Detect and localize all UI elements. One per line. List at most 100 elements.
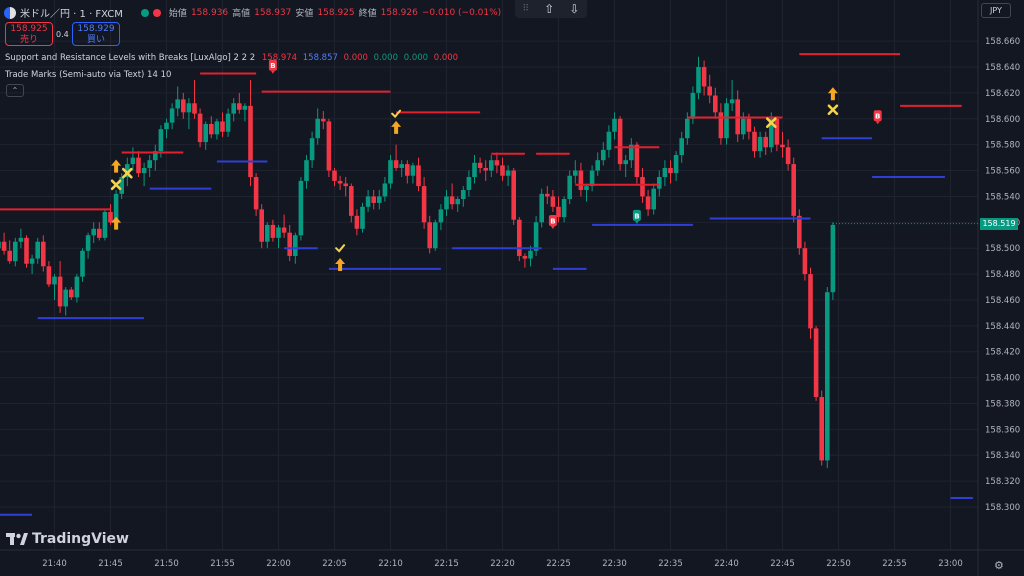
symbol-legend: 米ドル／円 · 1 · FXCM 始値 158.936 高値 158.937 安… [4,5,501,20]
check-mark [335,244,346,253]
candle-body [433,222,438,249]
candle-body [741,118,746,135]
candle-body [91,228,96,236]
candle-body [522,255,528,259]
candle-body [416,165,421,187]
time-tick-label: 21:55 [210,559,235,569]
candle-body [186,103,192,113]
candle-body [136,157,141,174]
collapse-legend-button[interactable]: ⌃ [6,84,24,97]
sell-button[interactable]: 158.925 売り [5,22,53,46]
candle-body [797,215,802,249]
check-mark [391,109,402,119]
candle-body [231,103,236,114]
candle-body [349,186,354,216]
b-label-mark [873,110,882,122]
price-tick-label: 158.440 [985,322,1020,332]
arrow-up-icon[interactable]: ⇧ [544,2,555,16]
b-label-text: B [875,113,880,121]
candle-body [651,188,656,210]
trade-marks-legend[interactable]: Trade Marks (Semi-auto via Text) 14 10 [5,70,171,80]
time-tick-label: 21:50 [154,559,179,569]
candle-body [640,177,645,197]
candle-body [108,211,113,223]
candle-body [46,266,52,285]
buy-price: 158.929 [77,24,115,34]
time-tick-label: 22:25 [546,559,571,569]
candle-body [0,241,1,249]
tradingview-mark-icon [6,532,28,545]
candle-body [203,123,208,143]
market-open-status-icon [140,8,149,17]
b-label-pointer [550,226,555,230]
candle-body [74,276,80,298]
price-tick-label: 158.360 [985,425,1020,435]
candle-body [679,138,684,156]
candle-body [181,99,186,113]
time-tick-label: 21:40 [42,559,67,569]
price-tick-label: 158.500 [985,244,1020,254]
candle-body [606,131,612,150]
candle-body [472,162,477,178]
time-tick-label: 22:00 [266,559,291,569]
candle-body [253,177,259,210]
candle-body [57,276,63,307]
arrow-down-icon[interactable]: ⇩ [569,2,580,16]
symbol-title[interactable]: 米ドル／円 · 1 · FXCM [20,9,123,20]
candle-body [438,209,444,223]
candle-body [449,196,455,205]
candle-body [791,164,796,216]
candle-body [668,167,673,174]
candle-body [601,149,606,161]
candle-body [153,151,158,161]
change-value: −0.010 (−0.01%) [421,7,502,18]
b-label-text: B [270,62,275,70]
candle-body [164,122,169,130]
candle-body [769,118,774,148]
buy-button[interactable]: 158.929 買い [72,22,120,46]
trade-marks-name: Trade Marks (Semi-auto via Text) 14 10 [5,70,172,80]
close-value: 158.926 [380,7,418,18]
candle-body [500,165,505,176]
candle-body [701,67,707,87]
drag-handle-icon[interactable]: ⠿ [522,4,530,14]
candle-body [377,196,382,203]
candle-body [517,219,522,256]
currency-selector[interactable]: JPY [981,3,1011,18]
candle-body [724,103,729,139]
buy-arrow-mark [335,258,346,272]
candle-body [573,170,578,176]
candle-body [595,160,600,171]
time-tick-label: 22:35 [658,559,683,569]
candle-body [220,121,225,132]
price-tick-label: 158.420 [985,348,1020,358]
usdjpy-flag-icon [4,6,16,19]
price-tick-label: 158.540 [985,192,1020,202]
price-tick-label: 158.600 [985,115,1020,125]
candle-body [696,67,701,93]
buy-arrow-mark [827,87,838,101]
settings-gear-icon[interactable]: ⚙ [994,559,1004,572]
time-tick-label: 22:45 [770,559,795,569]
candle-body [125,164,130,178]
open-value: 158.936 [190,7,229,18]
sr-indicator-legend[interactable]: Support and Resistance Levels with Break… [5,53,458,63]
candle-body [102,211,108,238]
candle-body [1,241,7,251]
candle-body [337,180,343,184]
candle-body [757,136,763,152]
high-label: 高値 [232,9,251,19]
candle-body [556,206,561,218]
candle-body [584,186,589,190]
candle-body [80,250,85,277]
candle-body [494,160,500,166]
candle-body [785,147,791,165]
candle-body [690,92,696,119]
price-tick-label: 158.660 [985,37,1020,47]
time-tick-label: 22:15 [434,559,459,569]
sr-support-value: 158.857 [302,53,338,63]
tradingview-logo[interactable]: TradingView [6,531,129,547]
time-tick-label: 22:20 [490,559,515,569]
candle-body [35,241,40,259]
